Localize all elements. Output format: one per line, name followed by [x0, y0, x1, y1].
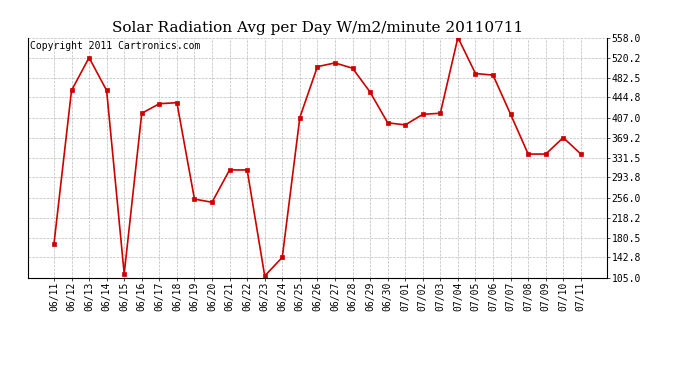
- Title: Solar Radiation Avg per Day W/m2/minute 20110711: Solar Radiation Avg per Day W/m2/minute …: [112, 21, 523, 35]
- Text: Copyright 2011 Cartronics.com: Copyright 2011 Cartronics.com: [30, 41, 201, 51]
